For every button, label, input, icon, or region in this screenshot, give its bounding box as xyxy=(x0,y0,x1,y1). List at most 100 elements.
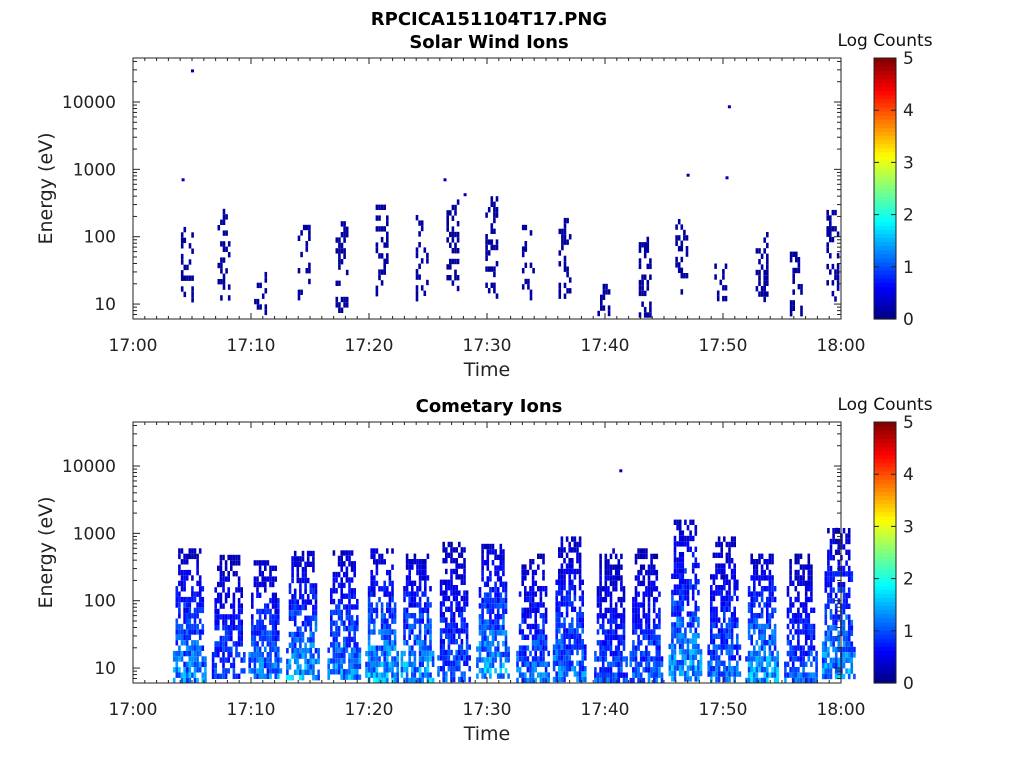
data-cell xyxy=(755,623,759,630)
data-cell xyxy=(345,226,349,232)
data-cell xyxy=(712,649,716,656)
data-cell xyxy=(217,225,221,231)
data-cell xyxy=(676,589,679,596)
data-cell xyxy=(487,288,491,294)
data-cell xyxy=(391,672,394,678)
data-cell xyxy=(638,290,642,297)
data-cell xyxy=(750,602,753,608)
data-cell xyxy=(671,654,674,660)
data-cell xyxy=(235,673,238,679)
data-cell xyxy=(755,596,759,603)
data-cell xyxy=(451,204,455,211)
data-cell xyxy=(710,628,713,634)
data-cell xyxy=(451,280,455,286)
data-cell xyxy=(563,585,566,591)
data-cell xyxy=(832,587,835,593)
data-cell xyxy=(850,619,854,626)
data-cell xyxy=(578,660,582,666)
colorbar-segment xyxy=(874,221,896,226)
data-cell xyxy=(684,579,687,585)
data-cell xyxy=(485,266,488,272)
data-cell xyxy=(647,677,651,684)
data-cell xyxy=(370,667,373,673)
data-cell xyxy=(599,672,602,678)
data-cell xyxy=(573,671,577,677)
data-cell xyxy=(563,547,566,553)
data-cell xyxy=(646,247,650,253)
data-cell xyxy=(807,645,811,651)
data-cell xyxy=(224,614,228,620)
data-cell xyxy=(625,677,628,684)
data-cell xyxy=(607,661,610,668)
data-cell xyxy=(845,598,848,604)
data-cell xyxy=(578,552,582,558)
data-cell xyxy=(365,661,368,668)
data-cell xyxy=(335,237,339,243)
data-cell xyxy=(601,640,605,646)
data-cell xyxy=(375,580,379,587)
data-cell xyxy=(217,279,221,285)
data-cell xyxy=(676,660,679,666)
data-cell xyxy=(604,677,608,684)
data-cell xyxy=(312,653,315,659)
data-cell xyxy=(524,596,527,603)
data-cell xyxy=(504,651,508,658)
data-cell xyxy=(652,564,656,570)
data-cell xyxy=(465,628,469,634)
data-cell xyxy=(277,603,280,609)
data-cell xyxy=(380,204,384,210)
data-cell xyxy=(604,575,608,581)
data-cell xyxy=(797,623,800,630)
data-cell xyxy=(451,215,455,221)
data-cell xyxy=(560,633,564,639)
data-cell xyxy=(235,560,238,566)
data-cell xyxy=(340,620,343,626)
data-cell xyxy=(578,639,582,645)
data-cell xyxy=(850,668,854,674)
data-cell xyxy=(730,628,734,634)
data-cell xyxy=(736,666,739,672)
data-cell xyxy=(356,663,359,670)
data-cell xyxy=(609,553,613,560)
data-cell xyxy=(529,591,532,597)
data-cell xyxy=(196,553,199,560)
data-cell xyxy=(327,663,330,670)
data-cell xyxy=(763,291,766,297)
data-cell xyxy=(560,536,564,542)
data-cell xyxy=(478,651,482,658)
data-cell xyxy=(681,530,685,536)
data-cell xyxy=(671,670,674,677)
data-point xyxy=(686,173,690,177)
data-cell xyxy=(175,602,179,608)
data-cell xyxy=(645,618,648,624)
data-cell xyxy=(224,641,228,647)
data-cell xyxy=(537,629,540,635)
data-cell xyxy=(645,553,648,560)
data-cell xyxy=(686,525,690,531)
data-cell xyxy=(723,666,726,672)
data-cell xyxy=(220,262,223,269)
data-cell xyxy=(571,585,574,591)
data-cell xyxy=(486,592,490,598)
data-cell xyxy=(370,661,373,668)
data-cell xyxy=(489,624,492,631)
data-cell xyxy=(678,670,682,677)
data-cell xyxy=(483,619,487,625)
data-cell xyxy=(829,215,832,221)
data-cell xyxy=(555,644,558,650)
data-cell xyxy=(815,677,818,684)
data-cell xyxy=(576,633,579,639)
data-cell xyxy=(604,586,608,592)
data-cell xyxy=(338,302,341,308)
data-cell xyxy=(337,631,341,637)
data-cell xyxy=(789,618,792,624)
data-cell xyxy=(717,563,721,569)
data-cell xyxy=(728,671,731,677)
data-cell xyxy=(526,656,530,662)
data-cell xyxy=(632,667,635,673)
data-cell xyxy=(345,647,349,653)
data-cell xyxy=(486,641,490,647)
data-cell xyxy=(393,661,397,668)
data-cell xyxy=(832,571,835,577)
